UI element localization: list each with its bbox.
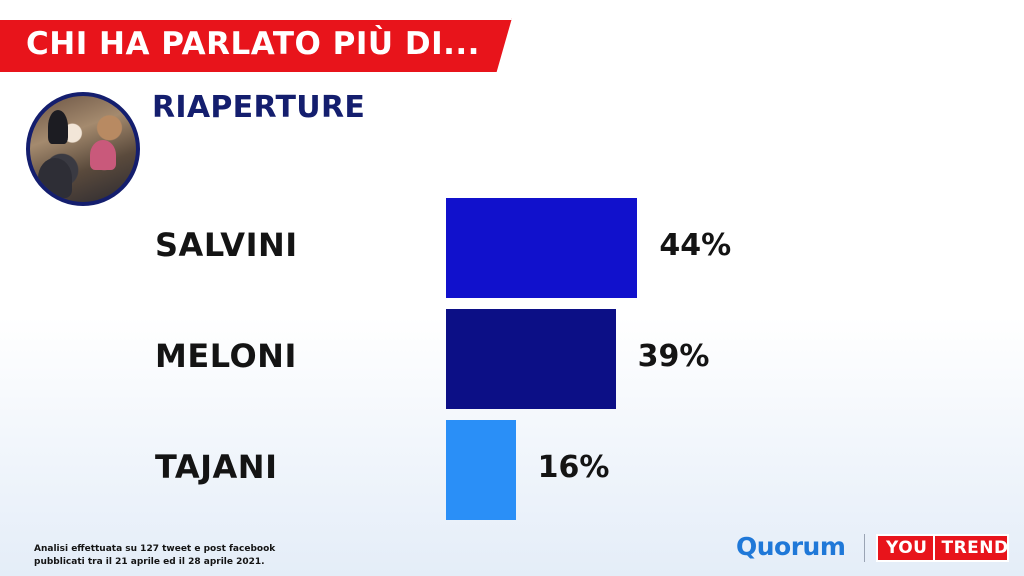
bar-label-meloni: MELONI: [155, 337, 297, 375]
footnote-line-2: pubblicati tra il 21 aprile ed il 28 apr…: [34, 557, 265, 567]
youtrend-trend: TREND: [933, 536, 1008, 560]
photo-figure-waiter: [48, 110, 68, 144]
bar-value-tajani: 16%: [537, 450, 610, 485]
youtrend-logo: YOU TREND: [876, 534, 1009, 562]
title-banner: CHI HA PARLATO PIÙ DI...: [0, 18, 512, 72]
footnote-line-1: Analisi effettuata su 127 tweet e post f…: [34, 544, 276, 554]
bar-label-salvini: SALVINI: [155, 226, 298, 264]
photo-figure-diner: [38, 158, 72, 198]
logo-divider: [864, 534, 865, 562]
bar-value-salvini: 44%: [659, 228, 732, 263]
topic-title: RIAPERTURE: [152, 90, 366, 125]
topic-photo: [26, 92, 140, 206]
bar-salvini: [446, 198, 638, 298]
photo-figure-woman: [90, 140, 116, 170]
youtrend-you: YOU: [886, 538, 928, 558]
bar-value-meloni: 39%: [637, 339, 710, 374]
bar-label-tajani: TAJANI: [155, 448, 278, 486]
footnote: Analisi effettuata su 127 tweet e post f…: [34, 543, 334, 569]
bar-tajani: [446, 420, 516, 520]
quorum-logo: Quorum: [736, 532, 846, 561]
banner-title: CHI HA PARLATO PIÙ DI...: [26, 26, 480, 62]
bar-meloni: [446, 309, 616, 409]
